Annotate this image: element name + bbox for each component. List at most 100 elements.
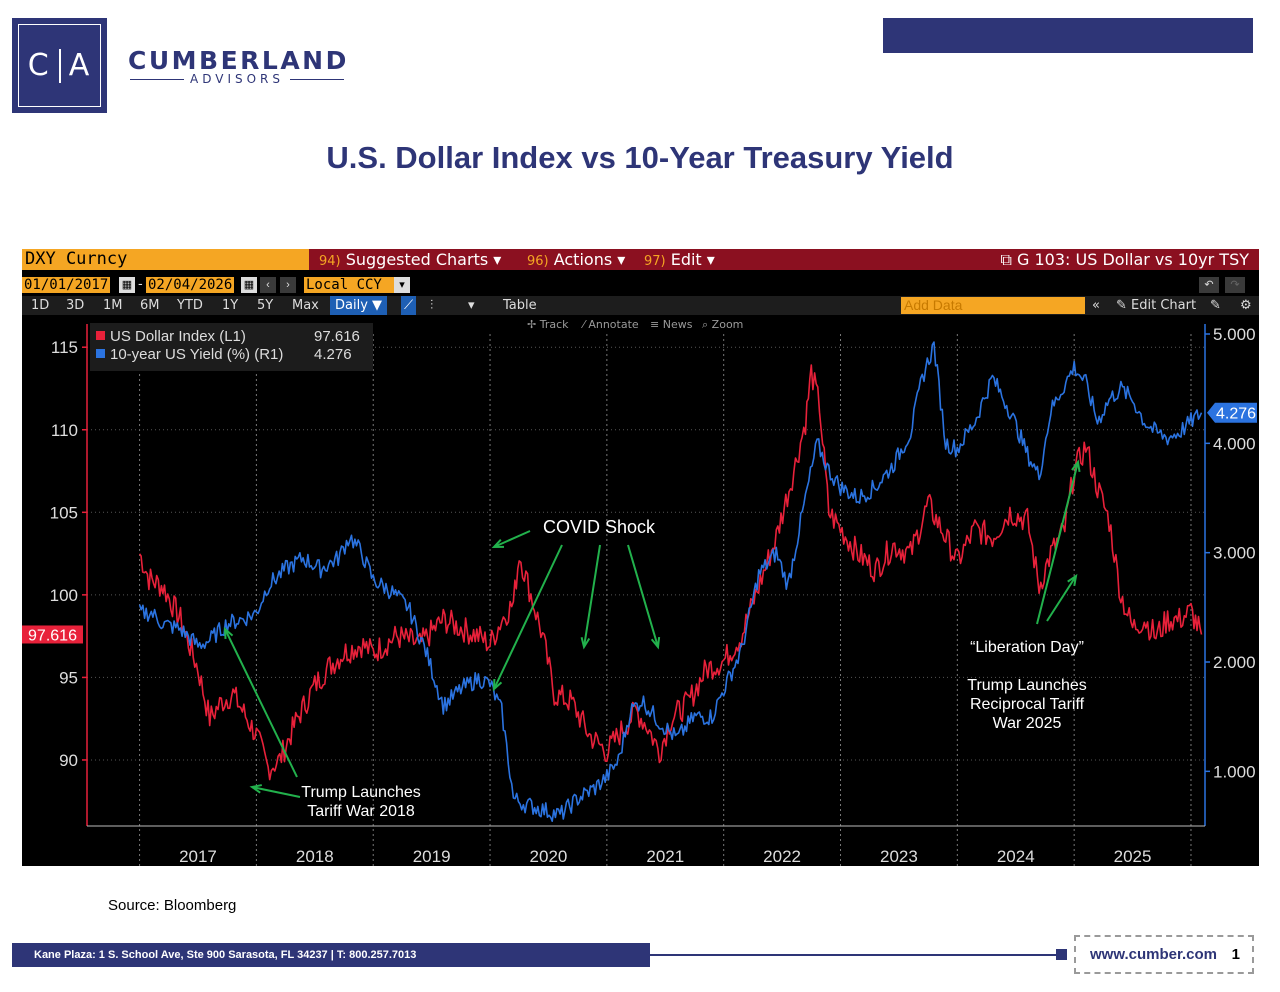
left-last-value: 97.616 [28,627,77,644]
website-link[interactable]: www.cumber.com [1090,946,1217,963]
legend-value: 4.276 [314,346,352,363]
annotation-tariff-2025: Reciprocal Tariff [970,696,1085,713]
x-tick-label: 2020 [530,847,568,866]
zoom-tool[interactable]: ⌕ Zoom [702,318,744,331]
table-button[interactable]: Table [503,298,537,313]
left-tick-label: 95 [59,668,78,687]
x-tick-label: 2018 [296,847,334,866]
currency-select[interactable]: Local CCY [304,277,408,293]
annotation-arrow [627,544,659,648]
annotation-arrow [1036,461,1079,625]
range-5y[interactable]: 5Y [257,298,274,313]
undo-icon[interactable]: ↶ [1199,277,1219,293]
annotation-arrow [251,786,301,798]
candlestick-icon[interactable]: ⫶ [430,298,434,313]
dual-axis-line-chart: 2017 2018 2019 2020 2021 2022 2023 2024 2025 90 95… [22,323,1257,866]
chevron-down-icon[interactable]: ▾ [394,277,410,293]
arrow-head [650,636,661,650]
brand-subtitle-text: ADVISORS [190,72,285,86]
range-ytd[interactable]: YTD [177,298,203,313]
logo-letter-left: C [27,48,51,83]
arrow-head [1067,573,1078,587]
x-tick-label: 2022 [763,847,801,866]
external-link-icon[interactable]: ⧉ [1000,250,1012,269]
header-accent-bar [883,18,1253,53]
range-3d[interactable]: 3D [66,298,85,313]
edit-chart-button[interactable]: ✎ Edit Chart [1116,298,1197,313]
annotation-tariff-2025: Trump Launches [967,677,1086,694]
legend-box [90,323,373,371]
annotation-arrow [1046,575,1077,622]
collapse-icon[interactable]: « [1092,298,1100,313]
line-chart-icon[interactable]: ⟋ [401,296,417,315]
x-tick-label: 2023 [880,847,918,866]
end-date-input[interactable]: 02/04/2026 [146,277,235,293]
footer-address: Kane Plaza: 1 S. School Ave, Ste 900 Sar… [12,943,650,967]
range-6m[interactable]: 6M [140,298,160,313]
right-tick-label: 1.000 [1213,762,1256,781]
right-last-value-tag [1207,402,1257,423]
news-tool[interactable]: ≡ News [650,318,693,331]
left-tick-label: 100 [50,586,78,605]
redo-icon[interactable]: ↷ [1225,277,1245,293]
legend-swatch [96,349,105,358]
dropdown-icon[interactable]: ▾ [468,298,475,313]
page-number: 1 [1231,946,1240,963]
x-tick-label: 2024 [997,847,1035,866]
x-tick-label: 2025 [1114,847,1152,866]
legend-label: 10-year US Yield (%) (R1) [110,346,283,363]
ticker-field[interactable]: DXY Curncy [22,249,309,270]
footer-divider [650,954,1060,956]
chevron-left-icon[interactable]: ‹ [260,277,276,293]
calendar-icon[interactable]: ▦ [119,277,135,293]
footer-square [1056,949,1067,960]
annotate-tool[interactable]: ⁄ Annotate [583,318,639,331]
menu-suggested-charts[interactable]: 94) Suggested Charts ▾ [319,250,502,269]
arrow-head [1071,459,1081,473]
arrow-head [249,784,263,794]
right-tick-label: 3.000 [1213,544,1256,563]
right-tick-label: 4.000 [1213,434,1256,453]
add-data-input[interactable]: Add Data [901,297,1085,314]
logo-divider [58,48,61,83]
date-range-bar: 01/01/2017 ▦ - 02/04/2026 ▦ ‹ › Local CC… [22,276,1259,294]
calendar-icon[interactable]: ▦ [241,277,257,293]
left-tick-label: 115 [51,338,78,357]
logo-monogram: C A [18,24,101,107]
legend-swatch [96,331,105,340]
annotation-arrow [224,628,298,778]
chevron-right-icon[interactable]: › [280,277,296,293]
annotation-tariff-2018: Trump Launches [301,784,420,801]
frequency-select[interactable]: Daily ▼ [330,296,388,315]
range-max[interactable]: Max [292,298,319,313]
page-title: U.S. Dollar Index vs 10-Year Treasury Yi… [326,140,954,175]
chart-title-bar: ⧉ G 103: US Dollar vs 10yr TSY [1000,250,1249,269]
menu-actions[interactable]: 96) Actions ▾ [527,250,626,269]
footer-url-box: www.cumber.com 1 [1074,935,1254,974]
left-tick-label: 105 [50,503,78,522]
start-date-input[interactable]: 01/01/2017 [22,277,111,293]
range-1d[interactable]: 1D [31,298,50,313]
track-tool[interactable]: ✢ Track [527,318,569,331]
terminal-menu-bar: DXY Curncy 94) Suggested Charts ▾ 96) Ac… [22,249,1259,270]
arrow-head [223,626,234,640]
gear-icon[interactable]: ⚙ [1240,298,1252,313]
left-tick-label: 110 [51,421,78,440]
annotation-arrow [493,544,563,690]
right-last-value: 4.276 [1216,406,1256,423]
range-1y[interactable]: 1Y [222,298,239,313]
left-tick-label: 90 [59,751,78,770]
edit-icon[interactable]: ✎ [1210,298,1221,313]
left-last-value-tag [22,625,83,644]
x-tick-label: 2017 [179,847,217,866]
right-tick-label: 2.000 [1213,653,1256,672]
source-note: Source: Bloomberg [108,897,237,914]
arrow-head [580,637,591,650]
arrow-head [491,539,505,549]
menu-edit[interactable]: 97) Edit ▾ [644,250,715,269]
arrow-head [492,678,503,692]
annotation-tariff-2018: Tariff War 2018 [307,803,415,820]
brand-subtitle: ADVISORS [130,72,345,86]
range-1m[interactable]: 1M [103,298,123,313]
right-tick-label: 5.000 [1213,325,1256,344]
